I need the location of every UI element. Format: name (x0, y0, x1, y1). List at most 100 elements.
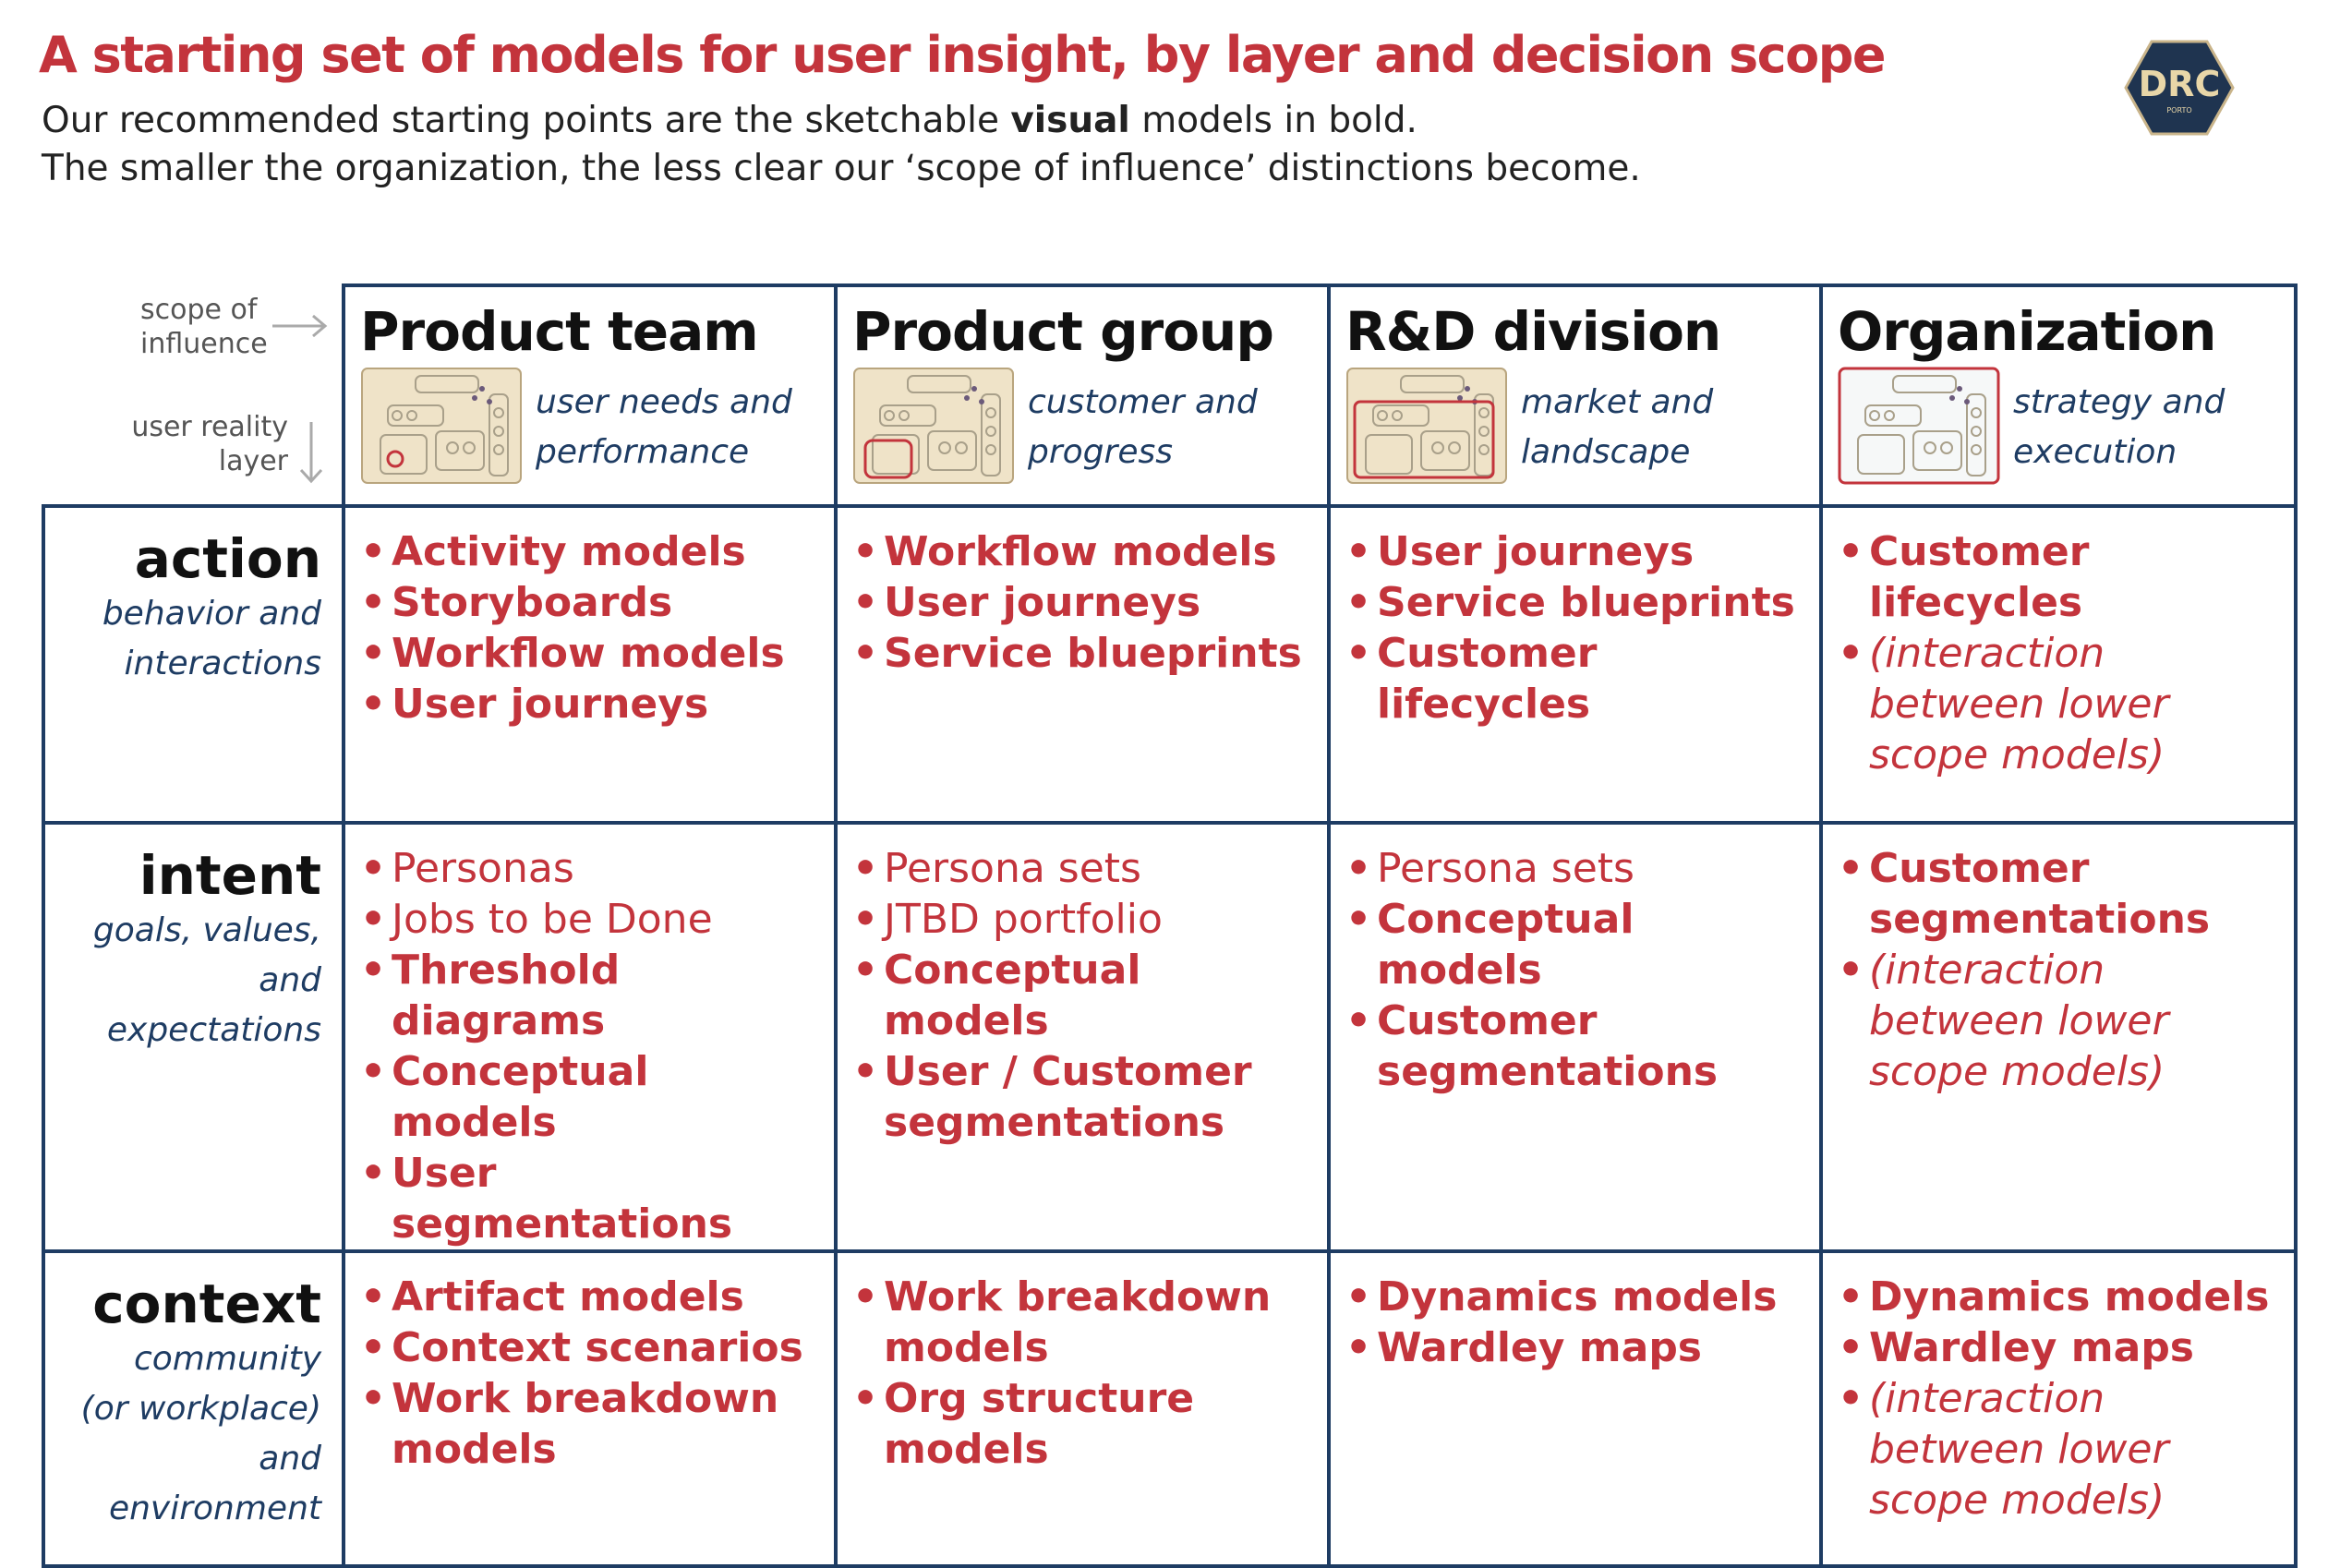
subtitle-line: execution (2013, 433, 2177, 471)
model-item: Personas (360, 843, 825, 894)
y-axis-label: user reality layer (131, 410, 288, 478)
title: A starting set of models for user insigh… (39, 26, 1887, 84)
model-list: User journeysService blueprintsCustomer … (1331, 508, 1819, 730)
model-item: (interaction between lower scope models) (1838, 628, 2285, 780)
bold-text: visual (1010, 100, 1130, 141)
model-item: Workflow models (852, 526, 1318, 577)
model-item: Service blueprints (1345, 577, 1810, 628)
layer-row: context community (or workplace) and enviro… (42, 1249, 2298, 1568)
model-list: Persona setsConceptual modelsCustomer se… (1331, 825, 1819, 1097)
x-axis-label: scope of influence (140, 293, 268, 361)
row-description: behavior and (102, 595, 321, 633)
model-item: Customer segmentations (1838, 843, 2285, 945)
cell: Workflow modelsUser journeysService blue… (834, 504, 1331, 825)
model-item: JTBD portfolio (852, 894, 1318, 945)
column-subtitle: strategy and execution (2013, 378, 2225, 477)
subtitle-line: progress (1028, 433, 1173, 471)
model-item: Activity models (360, 526, 825, 577)
column-header: R&D division market and landscape (1327, 283, 1823, 508)
subtitle-line: landscape (1521, 433, 1691, 471)
cell: PersonasJobs to be DoneThreshold diagram… (342, 821, 838, 1253)
column-header-box: Organization strategy and execution (1823, 287, 2294, 501)
cell: Artifact modelsContext scenariosWork bre… (342, 1249, 838, 1568)
logo-sub: PORTO (2166, 106, 2191, 115)
subtitle: Our recommended starting points are the … (42, 97, 1641, 193)
row-name: intent (139, 844, 321, 907)
logo-hexagon (2124, 40, 2235, 136)
model-item: Customer lifecycles (1838, 526, 2285, 628)
cell: Customer lifecycles(interaction between … (1819, 504, 2298, 825)
model-item: Dynamics models (1838, 1272, 2285, 1322)
row-name: context (92, 1272, 321, 1335)
header-row: scope of influence user reality layer Produ… (43, 283, 2298, 508)
model-item: Artifact models (360, 1272, 825, 1322)
axis-label-line: user reality (131, 411, 288, 443)
cell: Activity modelsStoryboardsWorkflow model… (342, 504, 838, 825)
model-item: Conceptual models (852, 945, 1318, 1046)
row-description: goals, values, (92, 911, 321, 949)
cell: Dynamics modelsWardley maps (1327, 1249, 1823, 1568)
column-subtitle: user needs and performance (536, 378, 792, 477)
model-item: Wardley maps (1345, 1322, 1810, 1373)
subtitle-line: customer and (1028, 383, 1258, 421)
model-list: PersonasJobs to be DoneThreshold diagram… (345, 825, 834, 1249)
cell: Persona setsJTBD portfolioConceptual mod… (834, 821, 1331, 1253)
column-header: Organization strategy and execution (1819, 283, 2298, 508)
column-header-box: Product group customer and progress (838, 287, 1327, 501)
model-list: Work breakdown modelsOrg structure model… (838, 1253, 1327, 1475)
model-list: Workflow modelsUser journeysService blue… (838, 508, 1327, 679)
model-item: Conceptual models (360, 1046, 825, 1148)
thumbnail (1838, 367, 2000, 485)
subtitle-line: Our recommended starting points are the … (42, 97, 1641, 145)
layer-row: intent goals, values, and expectations Pers… (42, 821, 2298, 1253)
subtitle-line: performance (536, 433, 750, 471)
subtitle-line: market and (1521, 383, 1714, 421)
thumbnail (853, 368, 1014, 484)
subtitle-line: The smaller the organization, the less c… (42, 148, 1641, 189)
model-list: Customer segmentations(interaction betwe… (1823, 825, 2294, 1097)
column-subtitle: customer and progress (1028, 378, 1258, 477)
row-description: (or workplace) (80, 1390, 321, 1428)
row-description: interactions (124, 645, 321, 682)
column-subtitle: market and landscape (1521, 378, 1713, 477)
model-list: Customer lifecycles(interaction between … (1823, 508, 2294, 780)
model-item: User journeys (1345, 526, 1810, 577)
column-title: Product group (852, 300, 1274, 363)
cell: User journeysService blueprintsCustomer … (1327, 504, 1823, 825)
page: {"header": {"title": "A starting set of … (0, 0, 2328, 1497)
model-item: Jobs to be Done (360, 894, 825, 945)
column-title: Product team (360, 300, 759, 363)
model-item: User journeys (852, 577, 1318, 628)
model-item: Dynamics models (1345, 1272, 1810, 1322)
column-title: Organization (1838, 300, 2216, 363)
row-header: context community (or workplace) and enviro… (42, 1249, 345, 1568)
model-item: (interaction between lower scope models) (1838, 945, 2285, 1097)
row-name: action (134, 527, 321, 590)
axis-label-line: layer (218, 445, 288, 477)
row-description: and environment (108, 1440, 321, 1527)
row-header: intent goals, values, and expectations (42, 821, 345, 1253)
text: models in bold. (1129, 100, 1417, 141)
model-list: Artifact modelsContext scenariosWork bre… (345, 1253, 834, 1475)
axis-arrows (272, 314, 328, 484)
column-header-box: Product team user needs and performance (345, 287, 834, 501)
subtitle-line: user needs and (536, 383, 792, 421)
text: Our recommended starting points are the … (42, 100, 1011, 141)
model-list: Dynamics modelsWardley maps (1331, 1253, 1819, 1373)
model-item: User journeys (360, 679, 825, 730)
model-item: Storyboards (360, 577, 825, 628)
model-item: Customer lifecycles (1345, 628, 1810, 730)
layer-row: action behavior and interactions Activity m… (42, 504, 2298, 825)
model-item: (interaction between lower scope models) (1838, 1373, 2285, 1526)
thumbnail (1346, 368, 1507, 484)
column-title: R&D division (1345, 300, 1721, 363)
model-list: Activity modelsStoryboardsWorkflow model… (345, 508, 834, 730)
model-item: Wardley maps (1838, 1322, 2285, 1373)
model-list: Dynamics modelsWardley maps(interaction … (1823, 1253, 2294, 1526)
model-table: scope of influence user reality layer Produ… (42, 283, 2298, 1568)
cell: Persona setsConceptual modelsCustomer se… (1327, 821, 1823, 1253)
model-item: Service blueprints (852, 628, 1318, 679)
model-item: Customer segmentations (1345, 995, 1810, 1097)
logo-text: DRC (2139, 64, 2221, 104)
model-item: Context scenarios (360, 1322, 825, 1373)
